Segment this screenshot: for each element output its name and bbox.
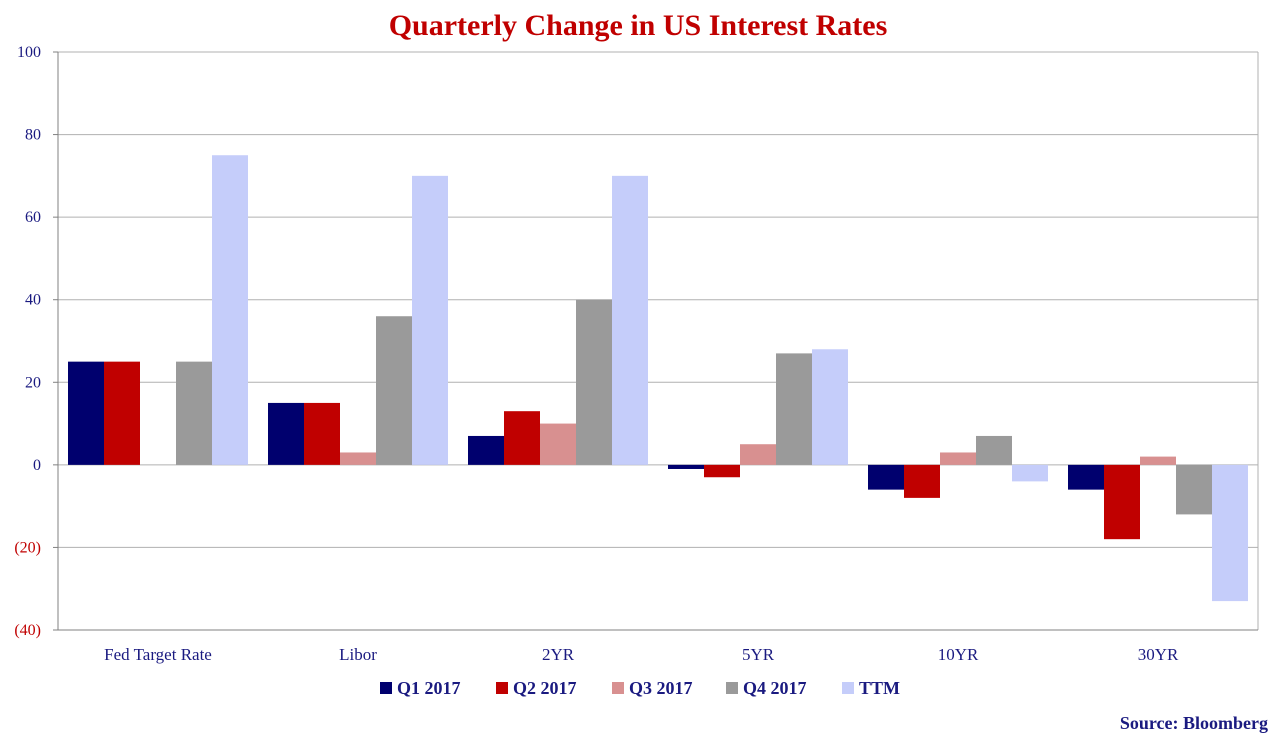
x-category-label: Libor [339,645,377,664]
bar [376,316,412,465]
y-axis-tick-labels: 100 80 60 40 20 0 (20) (40) [14,44,41,639]
bar [576,299,612,465]
legend-label: Q2 2017 [513,678,577,698]
bar [976,435,1012,465]
bar [1012,464,1048,482]
y-tick-label: (20) [14,539,41,556]
bar [940,452,976,465]
bar [612,175,648,465]
x-category-label: Fed Target Rate [104,645,212,664]
bar [176,361,212,465]
bar [304,402,340,465]
bar [704,464,740,478]
y-tick-label: 40 [25,292,41,309]
gridlines [58,51,1258,548]
x-category-label: 30YR [1138,645,1179,664]
bar [540,423,576,465]
bar [1212,464,1248,602]
y-tick-label: (40) [14,622,41,639]
bar [1104,464,1140,540]
x-category-label: 10YR [938,645,979,664]
bar [868,464,904,490]
bar [268,402,304,465]
legend-label: Q3 2017 [629,678,693,698]
bar [668,464,704,469]
y-tick-label: 80 [25,127,41,144]
bar [1068,464,1104,490]
legend-swatch [842,682,854,694]
legend: Q1 2017 Q2 2017 Q3 2017 Q4 2017 TTM [380,678,900,698]
bars [68,155,1248,602]
axes [53,51,1259,631]
legend-swatch [726,682,738,694]
legend-label: Q1 2017 [397,678,461,698]
chart-title: Quarterly Change in US Interest Rates [389,9,888,42]
bar [904,464,940,498]
legend-label: TTM [859,678,900,698]
source-note: Source: Bloomberg [1120,713,1268,733]
y-tick-label: 0 [33,457,41,474]
legend-label: Q4 2017 [743,678,807,698]
bar [412,175,448,465]
bar [68,361,104,465]
y-tick-label: 60 [25,209,41,226]
y-tick-label: 20 [25,374,41,391]
bar [468,435,504,465]
bar [504,411,540,465]
legend-swatch [496,682,508,694]
bar [740,444,776,465]
bar [1140,456,1176,465]
bar [104,361,140,465]
bar [776,353,812,465]
x-axis-category-labels: Fed Target Rate Libor 2YR 5YR 10YR 30YR [104,645,1179,664]
bar [1176,464,1212,515]
bar [212,155,248,465]
bar [812,349,848,465]
x-category-label: 2YR [542,645,575,664]
legend-swatch [380,682,392,694]
legend-swatch [612,682,624,694]
x-category-label: 5YR [742,645,775,664]
y-tick-label: 100 [17,44,41,61]
bar [340,452,376,465]
